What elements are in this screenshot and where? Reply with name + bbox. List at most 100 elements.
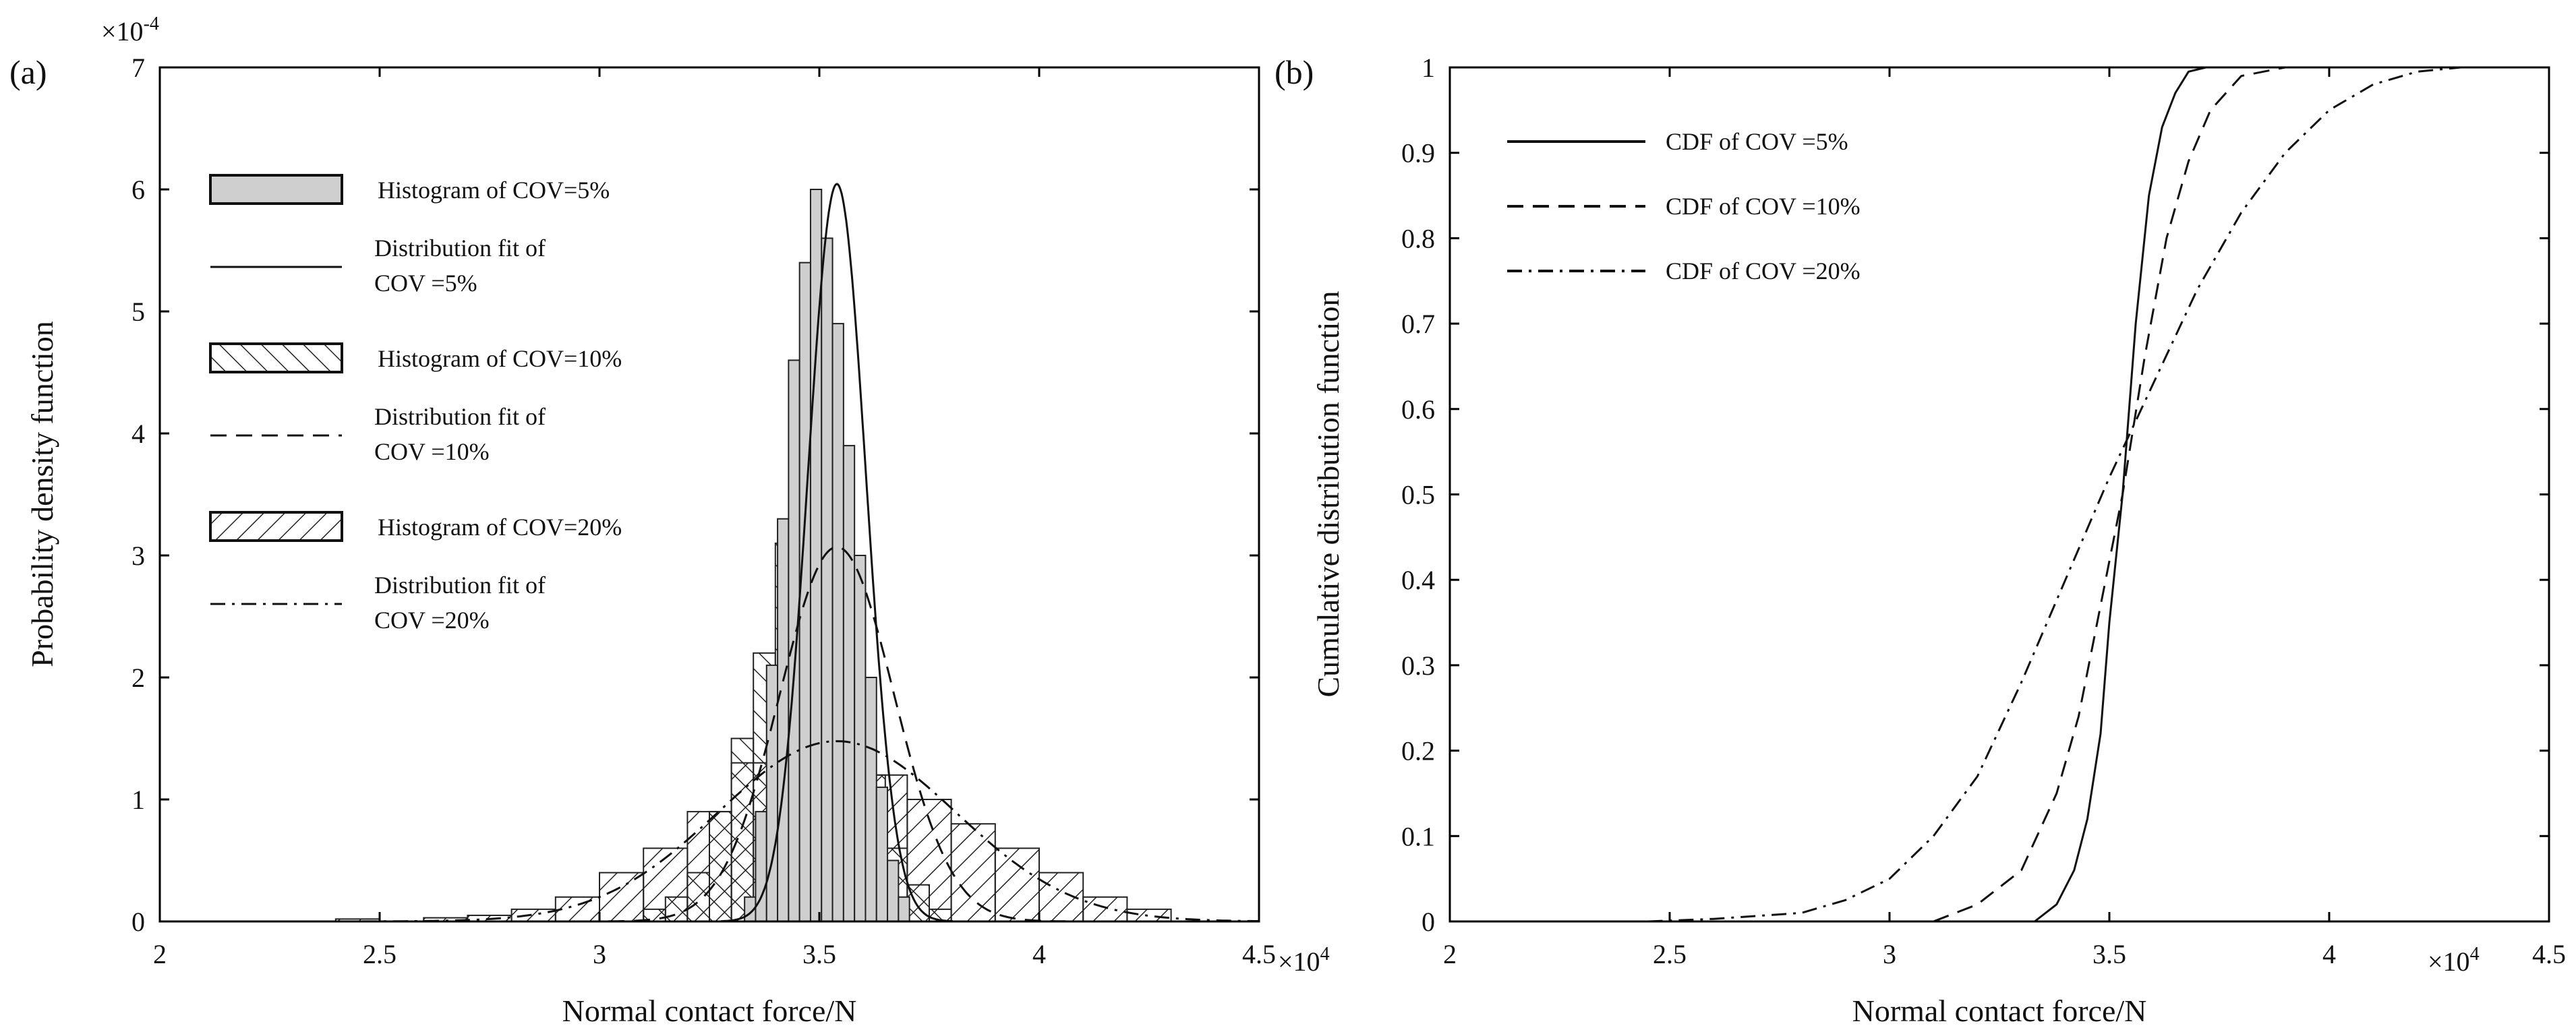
legend-label: CDF of COV =10% [1666,193,1861,220]
legend-swatch [209,174,343,205]
y-tick-label: 0.7 [1401,309,1435,339]
legend-entry: CDF of COV =20% [1507,257,1861,284]
legend-entry: Distribution fit of COV =20% [210,572,546,634]
panel-a: (a) ×10-4 0 1 2 3 4 5 6 7 2 2.5 3 3.5 4 4.5 ×104 Nor… [9,13,1330,1028]
histogram-bar [554,896,600,923]
y-tick-label: 0 [1422,907,1435,937]
panel-a-y-ticks: 0 1 2 3 4 5 6 7 [131,53,1259,937]
legend-entry: Histogram of COV=20% [209,511,622,542]
legend-entry: Distribution fit of COV =10% [210,403,546,465]
y-tick-label: 2 [131,663,145,693]
histogram-bar [1126,908,1172,923]
legend-label: CDF of COV =5% [1666,128,1848,155]
fit-curve-dashed [608,545,1066,923]
histogram-bar [599,872,645,922]
fit-curve-solid [721,183,954,923]
y-tick-label: 0.1 [1401,821,1435,851]
legend-entry: CDF of COV =10% [1507,193,1861,220]
fit-curve-dashdot [361,740,1259,923]
y-tick-label: 0.3 [1401,650,1435,681]
x-tick-label: 3.5 [2092,939,2126,969]
legend-label: COV =10% [374,438,490,465]
y-tick-label: 0.8 [1401,223,1435,253]
y-tick-label: 3 [131,541,145,571]
panel-b-x-multiplier: ×104 [2428,944,2480,977]
panel-b-legend: CDF of COV =5% CDF of COV =10% CDF of COV … [1507,128,1861,284]
x-tick-label: 4 [1032,939,1046,969]
panel-a-x-multiplier: ×104 [1278,944,1330,977]
histogram-bar [788,359,800,922]
x-tick-label: 3.5 [802,939,836,969]
histogram-bar [686,872,711,922]
y-tick-label: 7 [131,53,145,83]
cdf-line-solid [2034,66,2206,923]
histogram-bar [664,896,689,923]
legend-label: Distribution fit of [374,235,546,262]
panel-a-legend: Histogram of COV=5% Distribution fit of CO… [209,174,622,634]
x-tick-label: 3 [1883,939,1896,969]
panel-b-label: (b) [1275,53,1314,91]
legend-entry: Distribution fit of COV =5% [210,235,546,297]
panel-b-y-ticks: 0 0.1 0.2 0.3 0.4 0.5 0.6 0.7 0.8 0.9 1 [1401,53,2549,937]
x-tick-label: 2.5 [363,939,397,969]
legend-entry: CDF of COV =5% [1507,128,1848,155]
histogram-gray [744,189,910,923]
legend-label: COV =5% [374,270,477,297]
legend-label: CDF of COV =20% [1666,257,1861,284]
legend-label: Histogram of COV=5% [378,177,610,204]
x-tick-label: 4.5 [2532,939,2566,969]
panel-b-axes-box [1448,66,2550,923]
panel-a-axes-box [158,66,1260,923]
panel-a-x-ticks: 2 2.5 3 3.5 4 4.5 [153,67,1276,969]
x-tick-label: 4.5 [1242,939,1276,969]
histogram-bar [875,786,889,923]
histogram-bar [842,445,856,922]
panel-a-x-axis-label: Normal contact force/N [562,994,857,1028]
legend-swatch [209,511,343,542]
panel-b-x-ticks: 2 2.5 3 3.5 4 4.5 [1443,67,2566,969]
x-tick-label: 2.5 [1653,939,1687,969]
histogram-bar [865,677,877,922]
histogram-bar [887,859,900,922]
legend-label: COV =20% [374,607,490,634]
histogram-bar [730,737,755,922]
histogram-bar [1082,896,1128,923]
panel-a-label: (a) [9,53,47,91]
y-tick-label: 0.2 [1401,736,1435,766]
y-tick-label: 0 [131,907,145,937]
legend-label: Histogram of COV=10% [378,345,622,372]
panel-a-y-multiplier: ×10-4 [101,13,159,47]
x-tick-label: 2 [153,939,167,969]
y-tick-label: 0.9 [1401,138,1435,169]
y-tick-label: 1 [131,785,145,815]
y-tick-label: 6 [131,175,145,205]
y-tick-label: 0.5 [1401,480,1435,510]
histogram-bar [765,664,779,923]
x-tick-label: 2 [1443,939,1457,969]
histogram-bar [854,555,867,922]
panel-b-x-axis-label: Normal contact force/N [1852,994,2147,1028]
histogram-bar [950,823,996,922]
histogram-bar [709,811,732,922]
panel-b-y-axis-label: Cumulative distribution function [1311,291,1345,697]
legend-entry: Histogram of COV=10% [209,342,622,373]
panel-a-histograms [334,189,1172,923]
histogram-bar [821,237,833,922]
y-tick-label: 1 [1422,53,1435,83]
panel-b-cdf-curves [1647,66,2461,923]
histogram-bar [777,518,790,922]
panel-a-fit-curves [361,183,1259,923]
y-tick-label: 0.6 [1401,394,1435,425]
histogram-bar [898,896,910,923]
panel-a-y-axis-label: Probability density function [25,321,59,667]
cdf-line-dashed [1933,66,2286,923]
legend-entry: Histogram of COV=5% [209,174,610,205]
legend-label: Histogram of COV=20% [378,514,622,541]
x-tick-label: 4 [2322,939,2336,969]
y-tick-label: 5 [131,297,145,327]
legend-label: Distribution fit of [374,572,546,599]
legend-swatch [209,342,343,373]
y-tick-label: 4 [131,419,145,449]
histogram-bar [831,323,844,923]
